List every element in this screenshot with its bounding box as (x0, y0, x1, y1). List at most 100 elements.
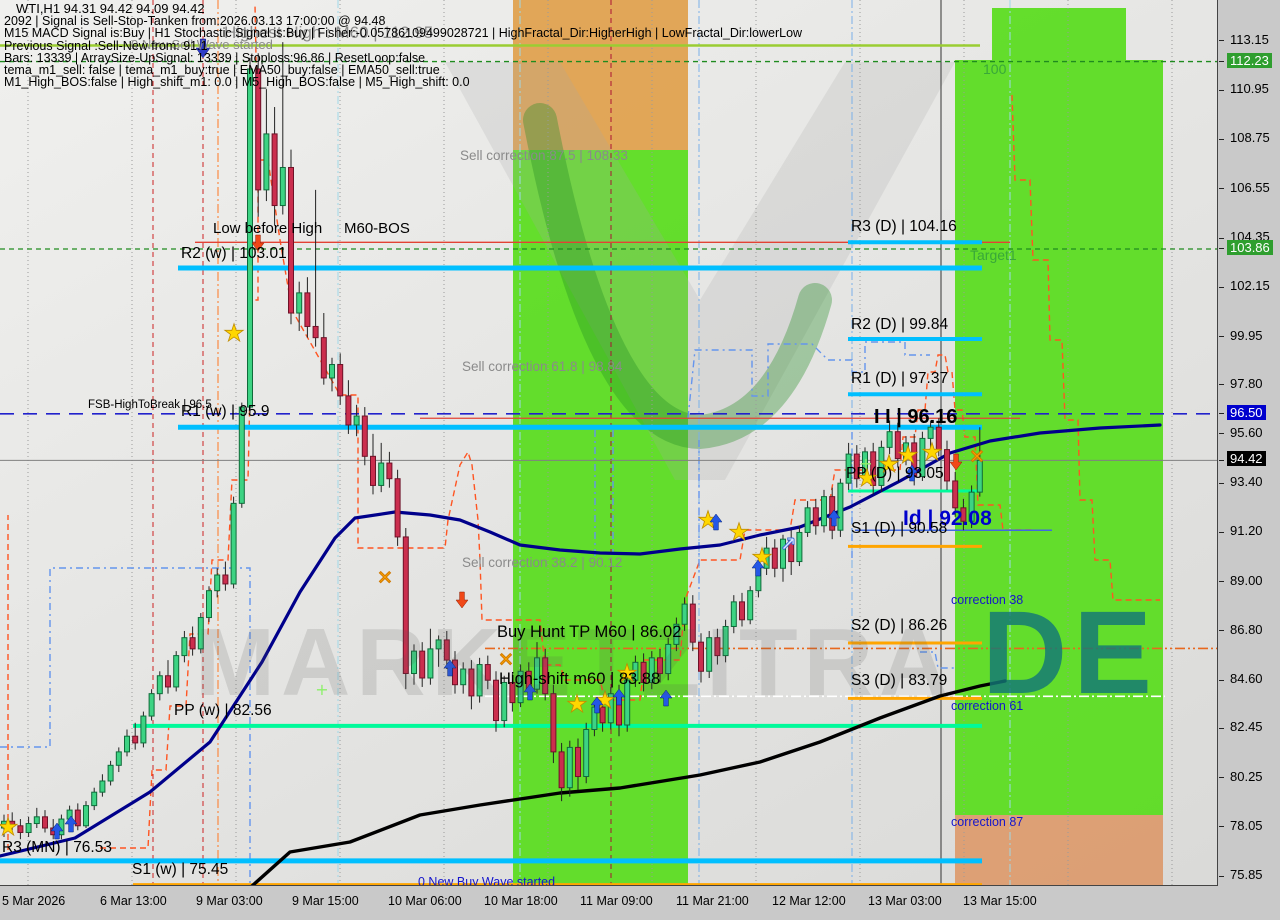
up-arrow-marker (709, 513, 723, 531)
price-tick-mark (1219, 61, 1224, 63)
candle (632, 655, 639, 687)
star-marker: ★ (566, 690, 588, 718)
candle (17, 819, 24, 840)
watermark-text: MARKETZITRA (195, 609, 955, 716)
candle (132, 722, 139, 750)
price-tick-label: 82.45 (1230, 719, 1263, 735)
price-tick-mark (1219, 482, 1224, 484)
fsb-label: FSB-HighToBreak | 96.5 (88, 399, 212, 411)
candle (599, 698, 606, 732)
price-tick-mark (1219, 89, 1224, 91)
expert-info-panel: WTI,H1 94.31 94.42 94.09 94.42 2092 | Si… (4, 1, 802, 90)
candle (517, 664, 524, 708)
fractal-step-line (687, 341, 930, 419)
highest-high-label: Highest High : M60 | 112.95 (224, 23, 434, 42)
price-tick-label: 91.20 (1230, 523, 1263, 539)
price-tag-94.42: 94.42 (1227, 451, 1266, 467)
candle (370, 433, 376, 495)
up-arrow-marker (905, 464, 919, 482)
candle (42, 810, 48, 833)
trailing-stop-line (100, 4, 259, 849)
time-tick-label: 9 Mar 03:00 (196, 894, 263, 908)
candle (189, 626, 196, 656)
candle (255, 53, 262, 217)
candle (394, 469, 401, 546)
time-scale[interactable]: 5 Mar 2026 6 Mar 13:00 9 Mar 03:00 9 Mar 15… (0, 888, 1280, 920)
candle (747, 586, 754, 625)
candle (107, 760, 114, 786)
candle (976, 427, 983, 497)
price-tick-label: 93.40 (1230, 474, 1263, 490)
candle (542, 648, 549, 701)
candle (320, 313, 327, 385)
candle (493, 671, 499, 732)
up-arrow-marker (523, 683, 537, 701)
candle (173, 651, 180, 692)
signal-line: 2092 | Signal is Sell-Stop-Tanken from:2… (4, 14, 386, 29)
price-tick-mark (1219, 727, 1224, 729)
time-tick-label: 13 Mar 03:00 (868, 894, 942, 908)
price-tick-mark (1219, 531, 1224, 533)
candle (952, 471, 959, 517)
s1d-label: S1 (D) | 90.58 (851, 520, 948, 537)
down-arrow-marker (251, 234, 265, 252)
tema-line: tema_m1_sell: false | tema_m1_buy:true |… (4, 63, 440, 78)
candle (812, 498, 819, 535)
candle (534, 642, 540, 694)
s1w-label: S1 (w) | 75.45 (132, 861, 229, 878)
candle (279, 42, 286, 215)
up-arrow-marker (751, 559, 765, 577)
price-scale[interactable]: 113.15 112.23 110.95 108.75 106.55 104.35 103.… (1219, 0, 1280, 886)
r1d-label: R1 (D) | 97.37 (851, 370, 949, 387)
candle (730, 595, 737, 634)
candle (894, 422, 901, 468)
price-tick-mark (1219, 188, 1224, 190)
candle (550, 684, 557, 764)
previous-signal-line: Previous Signal :Sell-New from: 91.1 (4, 38, 208, 53)
price-tick-mark (1219, 433, 1224, 435)
price-tick-label: 102.15 (1230, 278, 1270, 294)
price-tick-label: 78.05 (1230, 817, 1263, 833)
candle (222, 561, 229, 591)
candle (821, 489, 827, 533)
up-arrow-marker (50, 822, 64, 840)
time-tick-label: 5 Mar 2026 (2, 894, 66, 908)
price-tag-96.50: 96.50 (1227, 404, 1266, 420)
iii-9616-label: I I | 96.16 (874, 406, 958, 428)
price-tick-mark (1219, 679, 1224, 681)
trailing-stop-line (1011, 94, 1160, 601)
price-tick-mark (1219, 138, 1224, 140)
bos-line: M1_High_BOS:false | High_shift_m1: 0.0 |… (4, 75, 470, 90)
time-tick-label: 10 Mar 18:00 (484, 894, 558, 908)
ma-slow-black (250, 679, 1007, 885)
price-tick-mark (1219, 413, 1224, 415)
price-tick-mark (1219, 777, 1224, 779)
price-tick-label: 97.80 (1230, 375, 1263, 391)
star-marker: ★ (921, 438, 943, 466)
candle (919, 431, 926, 481)
candle (607, 686, 614, 730)
candle (74, 803, 81, 831)
watermark-text-accent: DE (982, 587, 1158, 719)
price-tick-label: 84.60 (1230, 671, 1263, 687)
right-band-orange (955, 815, 1163, 885)
price-tick-mark (1219, 336, 1224, 338)
up-arrow-marker (64, 815, 78, 833)
candle (853, 445, 860, 488)
candle (903, 436, 909, 466)
low-before-high: Low before High (213, 220, 323, 237)
candle (156, 671, 163, 701)
ppw-label: PP (w) | 82.56 (174, 702, 272, 719)
candle (206, 586, 212, 623)
candle (140, 711, 147, 748)
candle (648, 651, 655, 690)
symbol-ohlc-title: WTI,H1 94.31 94.42 94.09 94.42 (16, 1, 205, 16)
high-shift-label: High-shift m60 | 83.88 (499, 670, 661, 688)
price-chart: ★★★★★★★★★★★★↗✕✕✕++ (0, 0, 1217, 885)
candle (575, 738, 581, 790)
chart-plot-area[interactable]: ★★★★★★★★★★★★↗✕✕✕++ MARKETZITRA DE WTI,H1… (0, 0, 1218, 886)
id-9208-label: Id | 92.08 (903, 507, 992, 530)
candle (558, 742, 565, 802)
candle (509, 673, 516, 712)
price-tick-mark (1219, 384, 1224, 386)
